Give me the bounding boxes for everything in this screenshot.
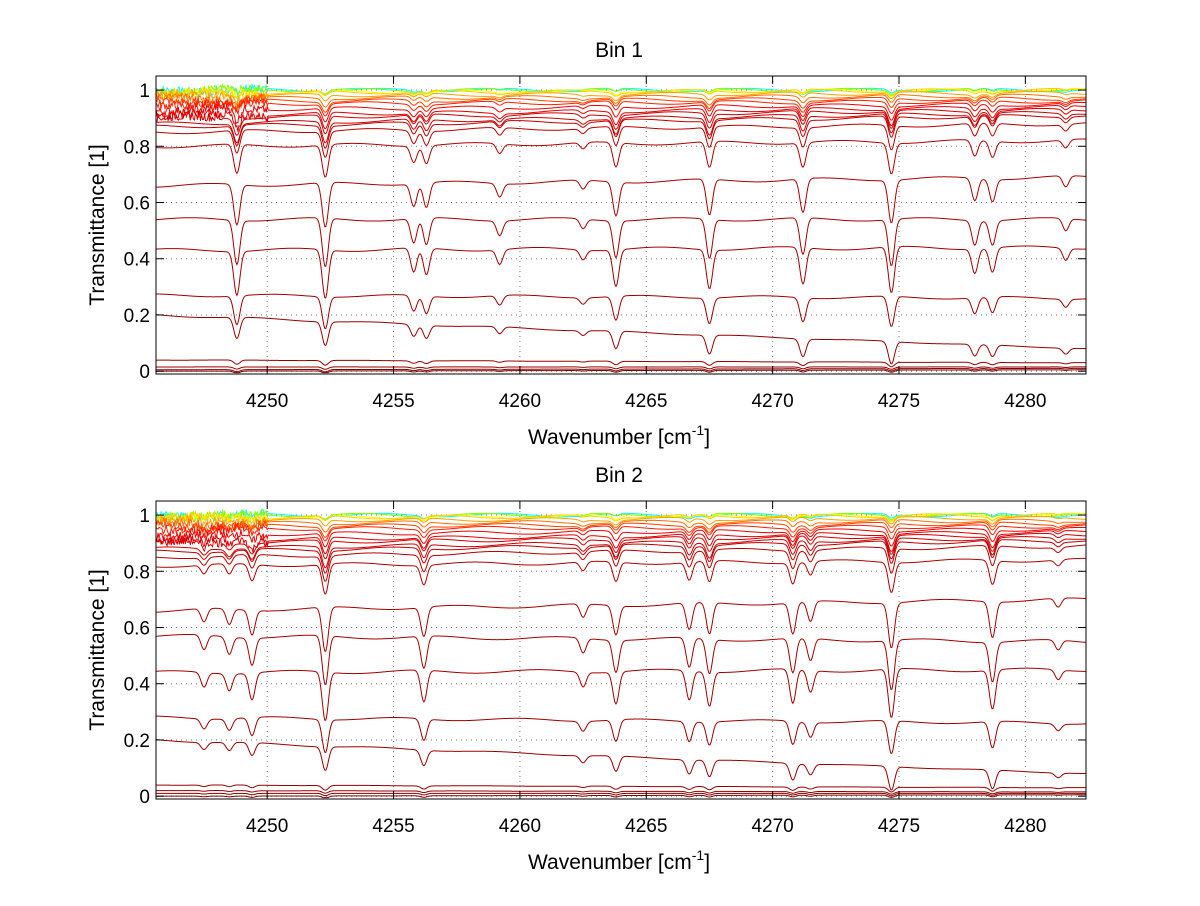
series-line-19	[156, 293, 1086, 329]
x-tick-label: 4250	[246, 391, 288, 412]
series-line-10	[156, 105, 1086, 132]
series-line-13	[156, 539, 1086, 574]
panel-2: 4250 4255 4260 4265 4270 4275 4280 0 0.2 0.4 0.6 0.…	[86, 464, 1087, 874]
x-axis-label: Wavenumber [cm-1]	[528, 422, 710, 449]
x-tick-label: 4265	[625, 816, 667, 837]
series-group	[156, 508, 1086, 799]
series-line-21	[156, 784, 1086, 793]
series-line-21	[156, 359, 1086, 368]
y-tick-label: 0.8	[124, 562, 150, 583]
series-line-24	[156, 794, 1086, 799]
y-tick-label: 0.4	[124, 250, 151, 271]
series-line-16	[156, 175, 1086, 228]
x-tick-label: 4280	[1004, 391, 1046, 412]
y-tick-label: 0	[139, 787, 150, 808]
series-line-20	[156, 314, 1086, 365]
series-line-7	[156, 94, 1086, 113]
series-line-14	[156, 122, 1086, 158]
series-line-5	[156, 512, 1086, 531]
y-tick-label: 0.4	[124, 675, 151, 696]
series-line-11	[156, 107, 1086, 137]
series-line-11	[156, 532, 1086, 560]
series-line-8	[156, 98, 1086, 117]
x-tick-label: 4260	[499, 816, 541, 837]
x-tick-label: 4270	[751, 816, 793, 837]
x-tick-label: 4270	[751, 391, 793, 412]
y-tick-label: 1	[139, 506, 150, 527]
series-line-6	[156, 91, 1086, 111]
panel-1: 4250 4255 4260 4265 4270 4275 4280 0 0.2 0.4 0.6 0.…	[86, 39, 1087, 449]
chart-title: Bin 1	[595, 39, 643, 62]
series-line-5	[156, 88, 1086, 107]
y-tick-label: 0.2	[124, 731, 150, 752]
series-line-22	[156, 366, 1086, 370]
x-tick-label: 4280	[1004, 816, 1046, 837]
series-line-23	[156, 367, 1086, 373]
y-tick-label: 0	[139, 362, 150, 383]
series-line-12	[156, 536, 1086, 569]
series-line-14	[156, 544, 1086, 582]
series-line-12	[156, 111, 1086, 144]
series-line-16	[156, 597, 1086, 652]
series-line-3	[156, 85, 1086, 100]
series-line-19	[156, 715, 1086, 754]
series-line-4	[156, 510, 1086, 525]
series-line-4	[156, 86, 1086, 102]
series-line-20	[156, 739, 1086, 791]
x-tick-label: 4275	[878, 391, 920, 412]
axes-frame	[155, 500, 1087, 800]
x-tick-label: 4255	[372, 816, 414, 837]
y-axis-label: Transmittance [1]	[86, 569, 109, 730]
y-tick-label: 0.6	[124, 619, 150, 640]
x-axis-label: Wavenumber [cm-1]	[528, 847, 710, 874]
series-line-18	[156, 667, 1086, 721]
series-line-10	[156, 530, 1086, 555]
series-line-18	[156, 245, 1086, 299]
x-tick-label: 4260	[499, 391, 541, 412]
y-tick-label: 1	[139, 81, 150, 102]
x-tick-label: 4255	[372, 391, 414, 412]
series-line-17	[156, 217, 1086, 267]
series-line-6	[156, 515, 1086, 533]
series-line-13	[156, 114, 1086, 149]
series-line-17	[156, 633, 1086, 690]
series-line-24	[156, 369, 1086, 374]
y-axis-label: Transmittance [1]	[86, 144, 109, 305]
x-tick-label: 4275	[878, 816, 920, 837]
series-line-15	[156, 138, 1086, 178]
x-tick-label: 4250	[246, 816, 288, 837]
series-line-22	[156, 790, 1086, 795]
series-line-23	[156, 792, 1086, 797]
chart-title: Bin 2	[595, 464, 643, 487]
series-line-9	[156, 101, 1086, 125]
y-tick-label: 0.6	[124, 194, 150, 215]
series-line-15	[156, 557, 1086, 595]
y-tick-label: 0.2	[124, 306, 150, 327]
series-group	[156, 82, 1086, 374]
series-line-8	[156, 522, 1086, 542]
axes-frame	[155, 75, 1087, 375]
series-line-3	[156, 511, 1086, 527]
y-tick-label: 0.8	[124, 137, 150, 158]
x-tick-label: 4265	[625, 391, 667, 412]
series-line-7	[156, 518, 1086, 538]
series-line-9	[156, 526, 1086, 548]
